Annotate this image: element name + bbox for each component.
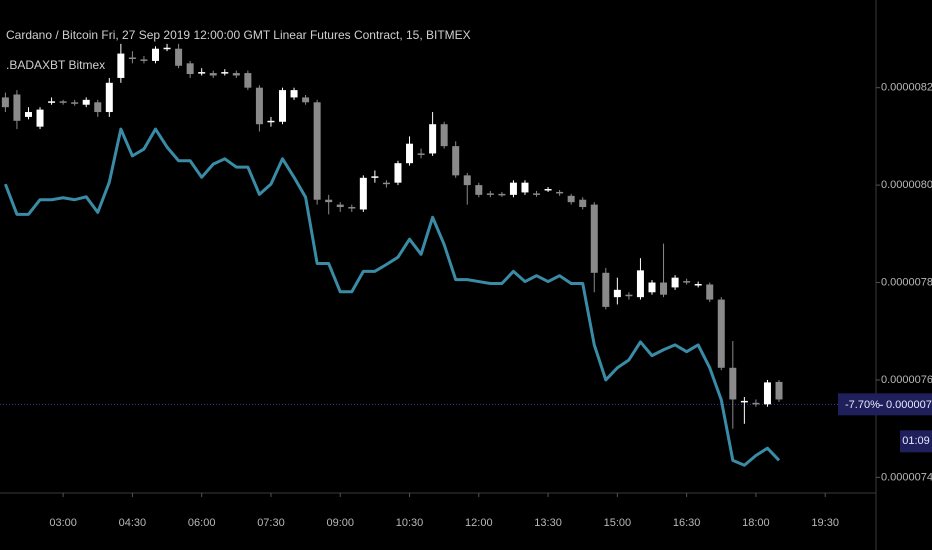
- candle-body: [336, 204, 344, 208]
- candle-body: [636, 270, 644, 298]
- candle-body: [544, 189, 552, 191]
- candle-body: [486, 193, 494, 195]
- candle-body: [579, 199, 587, 208]
- candle-body: [82, 99, 90, 105]
- x-tick-label: 07:30: [257, 517, 285, 529]
- candle-body: [13, 94, 21, 121]
- candle-body: [521, 182, 529, 193]
- candle-body: [244, 73, 252, 88]
- overlay-line: [3, 127, 781, 467]
- candle-body: [221, 72, 229, 74]
- x-tick-label: 12:00: [465, 517, 493, 529]
- x-tick-label: 15:00: [604, 517, 632, 529]
- price-tag-box: [838, 393, 932, 416]
- candle-body: [151, 48, 159, 61]
- candle-body: [729, 367, 737, 400]
- candle-body: [740, 400, 748, 403]
- countdown-label: 01:09: [902, 435, 930, 447]
- x-tick-label: 06:00: [188, 517, 216, 529]
- candle-body: [417, 153, 425, 155]
- price-change-label: -7.70%: [845, 399, 880, 411]
- candle-body: [694, 283, 702, 286]
- candle-body: [24, 112, 32, 117]
- x-tick-label: 10:30: [396, 517, 424, 529]
- candle-body: [198, 72, 206, 74]
- x-tick-label: 18:00: [742, 517, 770, 529]
- candle-body: [763, 382, 771, 405]
- candle-body: [209, 73, 217, 76]
- x-tick-label: 04:30: [119, 517, 147, 529]
- candle-body: [140, 59, 148, 61]
- candle-body: [440, 124, 448, 147]
- candle-body: [348, 207, 356, 209]
- candle-body: [290, 90, 298, 98]
- last-price-label: 0.00000755: [886, 399, 932, 411]
- candle-body: [429, 124, 437, 154]
- candle-body: [302, 97, 310, 103]
- candle-body: [128, 57, 136, 59]
- candle-body: [625, 294, 633, 297]
- candle-body: [602, 272, 610, 307]
- candle-body: [706, 284, 714, 300]
- candle-body: [105, 82, 113, 113]
- candle-body: [463, 175, 471, 186]
- candle-body: [325, 199, 333, 203]
- candle-body: [382, 182, 390, 185]
- candle-body: [660, 282, 668, 295]
- candle-body: [509, 182, 517, 195]
- candle-body: [359, 177, 367, 210]
- candle-body: [475, 185, 483, 195]
- candle-body: [36, 109, 44, 127]
- candle-body: [567, 195, 575, 203]
- candle-body: [117, 53, 125, 78]
- candle-body: [533, 193, 541, 195]
- countdown-box: [900, 430, 932, 453]
- x-tick-label: 09:00: [326, 517, 354, 529]
- candle-body: [48, 101, 56, 103]
- candle-body: [394, 163, 402, 183]
- candle-body: [648, 282, 656, 293]
- legend-entry: .BADAXBT Bitmex: [6, 58, 105, 72]
- candle-body: [255, 87, 263, 125]
- candle-body: [59, 101, 67, 103]
- candle-body: [1, 97, 9, 108]
- chart-title: Cardano / Bitcoin Fri, 27 Sep 2019 12:00…: [6, 28, 471, 42]
- candle-body: [683, 281, 691, 283]
- candle-body: [613, 289, 621, 298]
- x-tick-label: 03:00: [49, 517, 77, 529]
- candle-body: [313, 102, 321, 200]
- candle-body: [94, 102, 102, 113]
- candle-body: [267, 120, 275, 123]
- candle-body: [175, 48, 183, 66]
- candle-body: [279, 90, 287, 122]
- candle-body: [452, 146, 460, 176]
- x-tick-label: 16:30: [673, 517, 701, 529]
- candle-body: [232, 73, 240, 76]
- candle-body: [498, 193, 506, 196]
- candle-body: [590, 204, 598, 273]
- candle-body: [406, 143, 414, 164]
- candle-body: [775, 381, 783, 400]
- x-tick-label: 19:30: [811, 517, 839, 529]
- candle-body: [186, 63, 194, 75]
- candle-body: [556, 191, 564, 194]
- candle-body: [163, 47, 171, 50]
- candle-body: [371, 176, 379, 178]
- candle-body: [71, 102, 79, 104]
- x-tick-label: 13:30: [534, 517, 562, 529]
- candle-body: [671, 277, 679, 288]
- candle-body: [752, 402, 760, 405]
- candle-body: [717, 299, 725, 368]
